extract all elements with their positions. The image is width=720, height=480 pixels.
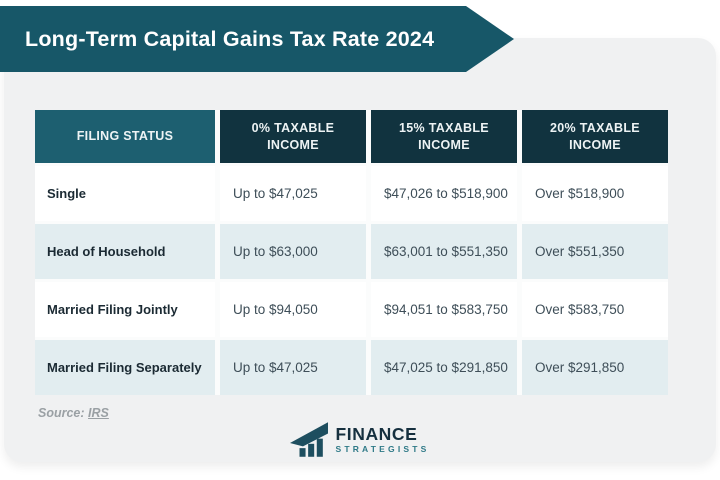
row-label-married-filing-jointly: Married Filing Jointly (35, 282, 215, 337)
table-cell: Over $518,900 (522, 166, 668, 221)
bar-chart-logo-icon (290, 422, 329, 457)
table-cell: $47,025 to $291,850 (371, 340, 517, 395)
row-label-head-of-household: Head of Household (35, 224, 215, 279)
table-cell: $94,051 to $583,750 (371, 282, 517, 337)
table-cell: Up to $47,025 (220, 166, 366, 221)
logo-finance-text: FINANCE (335, 423, 418, 444)
table-cell: Over $551,350 (522, 224, 668, 279)
table-cell: Up to $47,025 (220, 340, 366, 395)
logo-strategists-text: STRATEGISTS (335, 444, 430, 454)
table-cell: Over $291,850 (522, 340, 668, 395)
source-attribution: Source: IRS (38, 406, 109, 420)
table-cell: Up to $94,050 (220, 282, 366, 337)
source-link[interactable]: IRS (88, 406, 109, 420)
row-label-single: Single (35, 166, 215, 221)
column-header-0-percent: 0% TAXABLE INCOME (220, 110, 366, 163)
column-header-15-percent: 15% TAXABLE INCOME (371, 110, 517, 163)
column-header-filing-status: FILING STATUS (35, 110, 215, 163)
table-cell: Up to $63,000 (220, 224, 366, 279)
row-label-married-filing-separately: Married Filing Separately (35, 340, 215, 395)
source-label: Source: (38, 406, 85, 420)
table-cell: $47,026 to $518,900 (371, 166, 517, 221)
title-banner: Long-Term Capital Gains Tax Rate 2024 (0, 6, 514, 72)
column-header-20-percent: 20% TAXABLE INCOME (522, 110, 668, 163)
logo-wordmark: FINANCE STRATEGISTS (335, 423, 430, 454)
finance-strategists-logo: FINANCE STRATEGISTS (0, 422, 720, 457)
table-cell: Over $583,750 (522, 282, 668, 337)
page-title: Long-Term Capital Gains Tax Rate 2024 (25, 26, 435, 51)
tax-rate-table: FILING STATUS 0% TAXABLE INCOME 15% TAXA… (35, 110, 668, 395)
table-cell: $63,001 to $551,350 (371, 224, 517, 279)
